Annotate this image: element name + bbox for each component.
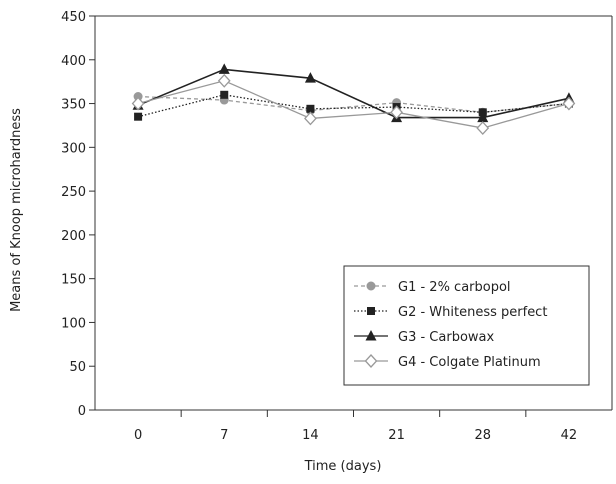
data-point (390, 105, 403, 120)
x-tick-label: 28 (474, 428, 491, 443)
x-axis-label: Time (days) (304, 459, 382, 474)
x-tick-label: 14 (302, 428, 319, 443)
data-point (477, 111, 489, 123)
series-line (137, 94, 569, 118)
series-2 (134, 90, 573, 121)
legend-label: G1 - 2% carbopol (398, 280, 511, 295)
x-tick-label: 42 (561, 428, 578, 443)
data-point (218, 63, 230, 74)
y-tick-label: 350 (61, 98, 86, 113)
series-line (137, 80, 570, 129)
x-tick-label: 7 (220, 428, 228, 443)
series-3 (132, 63, 575, 123)
legend: G1 - 2% carbopol G2 - Whiteness perfect G3… (343, 265, 590, 386)
x-tick-label: 0 (134, 428, 142, 443)
y-axis-label: Means of Knoop microhardness (9, 108, 24, 312)
y-tick-label: 50 (69, 360, 86, 375)
y-tick-label: 100 (61, 316, 86, 331)
legend-swatch-marker (367, 307, 375, 315)
legend-label: G4 - Colgate Platinum (398, 355, 541, 370)
data-point (131, 96, 145, 111)
y-tick-label: 200 (61, 229, 86, 244)
series-4 (131, 73, 576, 136)
y-tick-label: 250 (61, 185, 86, 200)
data-point (306, 104, 315, 113)
y-tick-label: 0 (78, 404, 86, 419)
series-line (138, 95, 569, 113)
series-line (137, 68, 570, 119)
y-tick-label: 450 (61, 10, 86, 25)
legend-swatch-marker (364, 354, 378, 368)
legend-swatch-marker (365, 330, 377, 341)
legend-label: G3 - Carbowax (398, 330, 494, 345)
x-tick-label: 21 (388, 428, 405, 443)
y-tick-label: 400 (61, 54, 86, 69)
data-point (220, 90, 229, 99)
data-point (217, 73, 231, 88)
y-tick-label: 300 (61, 141, 86, 156)
y-tick-label: 150 (61, 273, 86, 288)
data-point (304, 72, 316, 83)
data-point (476, 121, 490, 136)
legend-swatch-marker (366, 281, 376, 291)
series-layer (131, 63, 576, 136)
data-point (134, 112, 143, 121)
data-point (562, 96, 576, 111)
data-point (304, 111, 317, 126)
axes: 0 50 100 150 200 250 300 350 400 450 0 7 14 21 28 42 (61, 10, 613, 443)
legend-label: G2 - Whiteness perfect (398, 305, 547, 320)
